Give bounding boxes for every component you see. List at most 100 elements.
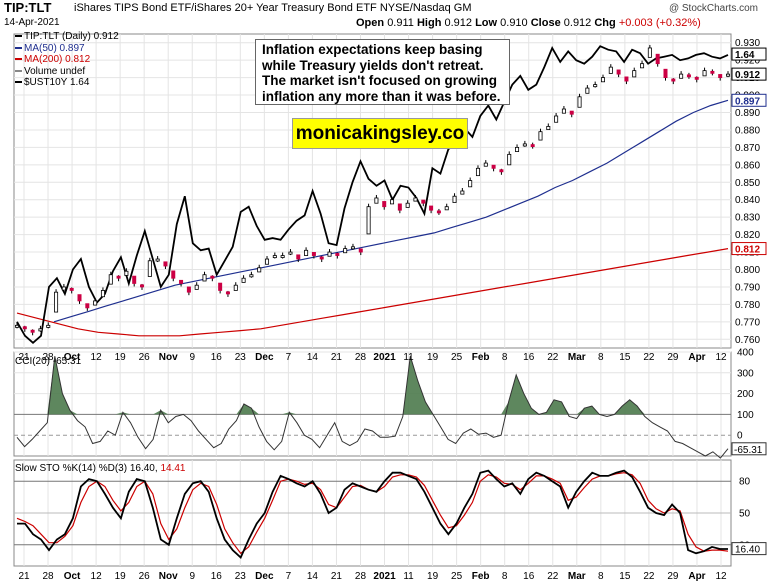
- cci-line: [16, 356, 729, 459]
- x-tick-label: 7: [286, 571, 292, 582]
- candle-body: [319, 256, 324, 260]
- candle-body: [718, 74, 723, 79]
- candle-body: [421, 199, 426, 204]
- x-tick-label: 16: [211, 352, 223, 363]
- legend-entry: Volume undef: [15, 66, 119, 78]
- chart-symbol: TIP:TLT: [4, 0, 52, 15]
- sto-legend-prefix: Slow STO %K(14) %D(3) 16.40,: [15, 463, 158, 474]
- ohlc-readout: Open 0.911 High 0.912 Low 0.910 Close 0.…: [356, 17, 701, 29]
- candle-body: [561, 108, 566, 114]
- y-tick-label: 0.930: [735, 38, 760, 49]
- candle-body: [710, 70, 715, 74]
- candle-body: [382, 201, 387, 208]
- candle-body: [350, 246, 355, 250]
- candle-body: [132, 275, 137, 284]
- x-tick-label: 21: [18, 352, 30, 363]
- candle-body: [577, 96, 582, 108]
- candle-body: [358, 248, 363, 253]
- y-ref-label: 0.897: [735, 96, 760, 107]
- cci-y-tick-label: 200: [737, 389, 754, 400]
- candle-body: [366, 206, 371, 235]
- candle-body: [397, 203, 402, 211]
- high-label: High: [416, 17, 442, 29]
- candle-body: [147, 260, 152, 277]
- x-tick-label: 21: [331, 352, 343, 363]
- low-value: 0.910: [500, 17, 528, 29]
- candle-body: [249, 274, 254, 278]
- sto-y-tick-label: 50: [739, 509, 751, 520]
- ma200-line: [16, 248, 729, 337]
- candle-body: [491, 164, 496, 169]
- x-tick-label: 8: [502, 571, 508, 582]
- y-ref-label: 0.812: [735, 245, 760, 256]
- y-tick-label: 0.850: [735, 178, 760, 189]
- candle-body: [593, 84, 598, 88]
- ma50-line: [53, 99, 729, 323]
- candle-body: [436, 210, 441, 214]
- open-label: Open: [356, 17, 385, 29]
- x-tick-label: 22: [547, 352, 559, 363]
- candle-body: [429, 205, 434, 211]
- x-tick-label: 14: [307, 352, 319, 363]
- candle-body: [186, 286, 191, 293]
- x-tick-label: Nov: [159, 571, 178, 582]
- cci-y-tick-label: 100: [737, 410, 754, 421]
- x-tick-label: 12: [91, 352, 103, 363]
- candle-body: [93, 300, 98, 306]
- cci-panel-legend: CCI(20) -65.31: [15, 356, 81, 368]
- ust10y-line: [16, 45, 729, 344]
- y-tick-label: 0.830: [735, 213, 760, 224]
- sto-legend-d: 14.41: [160, 463, 186, 474]
- legend-swatch: [15, 58, 22, 61]
- x-tick-label: 21: [18, 571, 30, 582]
- candle-body: [632, 70, 637, 78]
- candle-body: [374, 197, 379, 204]
- y-ref-label: 1.64: [735, 50, 755, 61]
- x-tick-label: 11: [403, 352, 414, 363]
- candle-body: [413, 197, 418, 202]
- x-tick-label: 16: [523, 571, 535, 582]
- candle-body: [554, 115, 559, 123]
- sto-ref-label: 16.40: [735, 545, 760, 556]
- candle-body: [647, 47, 652, 58]
- legend-entry: MA(50) 0.897: [15, 43, 119, 55]
- sto-k-line: [17, 469, 728, 560]
- watermark-label: monicakingsley.co: [292, 118, 468, 149]
- x-tick-label: 28: [42, 352, 54, 363]
- candle-body: [608, 66, 613, 74]
- candle-body: [22, 326, 27, 330]
- y-tick-label: 0.840: [735, 195, 760, 206]
- legend-swatch: [15, 46, 22, 49]
- candle-body: [515, 146, 520, 152]
- close-value: 0.912: [563, 17, 592, 29]
- x-tick-label: 9: [189, 571, 195, 582]
- x-tick-label: 22: [547, 571, 559, 582]
- x-tick-label: 9: [189, 352, 195, 363]
- x-tick-label: 22: [643, 571, 655, 582]
- candle-body: [202, 274, 207, 282]
- sto-ref-box: [731, 542, 767, 556]
- x-tick-label: Mar: [568, 571, 586, 582]
- x-tick-label: 12: [91, 571, 103, 582]
- candle-body: [499, 169, 504, 173]
- x-tick-label: 7: [286, 352, 292, 363]
- candle-body: [483, 162, 488, 167]
- candle-body: [30, 329, 35, 333]
- candle-body: [171, 270, 176, 279]
- candle-body: [444, 206, 449, 211]
- candle-body: [272, 255, 277, 259]
- candle-body: [569, 110, 574, 115]
- candle-body: [257, 267, 262, 273]
- main-panel-legend: TIP:TLT (Daily) 0.912 MA(50) 0.897 MA(200)…: [15, 31, 119, 89]
- x-tick-label: 2021: [373, 352, 396, 363]
- candle-body: [335, 253, 340, 256]
- chart-date: 14-Apr-2021: [4, 17, 60, 28]
- legend-swatch: [15, 35, 22, 38]
- x-tick-label: 16: [211, 571, 223, 582]
- candle-body: [616, 69, 621, 75]
- candle-body: [46, 324, 51, 328]
- x-tick-label: Apr: [688, 571, 705, 582]
- candle-body: [280, 255, 285, 258]
- legend-entry: TIP:TLT (Daily) 0.912: [15, 31, 119, 43]
- candle-body: [265, 258, 270, 265]
